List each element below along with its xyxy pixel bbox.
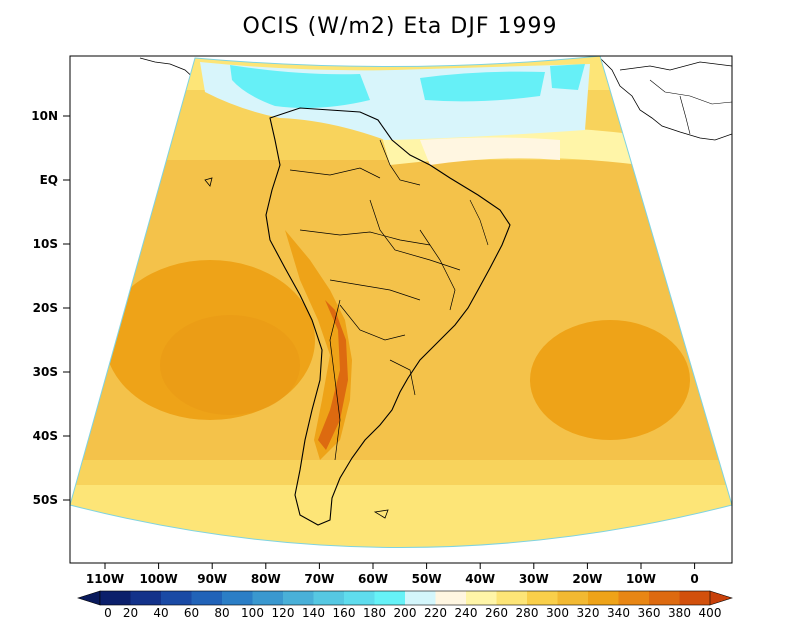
chart-title: OCIS (W/m2) Eta DJF 1999 (242, 14, 558, 39)
domain-boundary (69, 55, 733, 548)
lat-tick-label: 10N (31, 109, 58, 123)
colorbar-label: 320 (577, 606, 600, 618)
colorbar-swatch (283, 591, 314, 605)
lon-tick-label: 90W (197, 572, 227, 586)
colorbar-label: 80 (214, 606, 229, 618)
lat-tick-label: EQ (40, 173, 58, 187)
colorbar-label: 120 (272, 606, 295, 618)
colorbar-swatch (130, 591, 162, 605)
colorbar-swatch (496, 591, 528, 605)
colorbar-under-arrow (77, 590, 101, 606)
latitude-axis: 10N EQ 10S 20S 30S 40S 50S (31, 109, 70, 507)
colorbar-swatch (161, 591, 192, 605)
colorbar-label: 100 (241, 606, 264, 618)
lon-tick-label: 0 (690, 572, 698, 586)
lat-tick-label: 20S (33, 301, 58, 315)
lat-tick-label: 50S (33, 493, 58, 507)
colorbar-label: 220 (424, 606, 447, 618)
colorbar-label: 0 (104, 606, 112, 618)
colorbar-over-arrow (709, 590, 733, 606)
colorbar-label: 180 (363, 606, 386, 618)
colorbar-label: 380 (668, 606, 691, 618)
colorbar-label: 140 (302, 606, 325, 618)
plot-frame (69, 55, 733, 564)
lon-tick-label: 20W (572, 572, 602, 586)
colorbar-swatch (313, 591, 345, 605)
lon-tick-label: 40W (465, 572, 495, 586)
colorbar-swatch (252, 591, 284, 605)
colorbar-label: 60 (184, 606, 199, 618)
colorbar-label: 280 (516, 606, 539, 618)
colorbar-label: 20 (123, 606, 138, 618)
colorbar-swatch (618, 591, 650, 605)
lon-tick-label: 80W (251, 572, 281, 586)
colorbar-label: 400 (699, 606, 722, 618)
colorbar-swatch (222, 591, 253, 605)
colorbar-swatch (344, 591, 375, 605)
colorbar-label: 200 (394, 606, 417, 618)
lon-tick-label: 60W (358, 572, 388, 586)
colorbar-swatch (405, 591, 436, 605)
lon-tick-label: 50W (412, 572, 442, 586)
longitude-axis: 110W 100W 90W 80W 70W 60W 50W 40W 30W 20W 10W 0 (86, 563, 699, 586)
colorbar-label: 40 (153, 606, 168, 618)
colorbar-swatch (374, 591, 406, 605)
colorbar-label: 340 (607, 606, 630, 618)
lon-tick-label: 100W (139, 572, 177, 586)
colorbar-swatch (649, 591, 680, 605)
colorbar-label: 300 (546, 606, 569, 618)
lon-tick-label: 110W (86, 572, 124, 586)
colorbar-swatch (435, 591, 467, 605)
colorbar-label: 240 (455, 606, 478, 618)
colorbar-swatch (679, 591, 711, 605)
colorbar-swatch (191, 591, 223, 605)
lat-tick-label: 40S (33, 429, 58, 443)
lon-tick-label: 10W (626, 572, 656, 586)
lon-tick-label: 70W (304, 572, 334, 586)
colorbar: 0 20 40 60 80 100 120 140 160 180 200 220 240 260 280 3… (77, 590, 733, 618)
colorbar-label: 360 (638, 606, 661, 618)
colorbar-swatch (557, 591, 589, 605)
colorbar-swatch (100, 591, 131, 605)
colorbar-swatch (588, 591, 619, 605)
lat-tick-label: 10S (33, 237, 58, 251)
colorbar-swatch (466, 591, 497, 605)
south-america-coastline (204, 107, 511, 526)
lon-tick-label: 30W (519, 572, 549, 586)
lat-tick-label: 30S (33, 365, 58, 379)
colorbar-label: 260 (485, 606, 508, 618)
colorbar-swatch (527, 591, 558, 605)
colorbar-label: 160 (333, 606, 356, 618)
